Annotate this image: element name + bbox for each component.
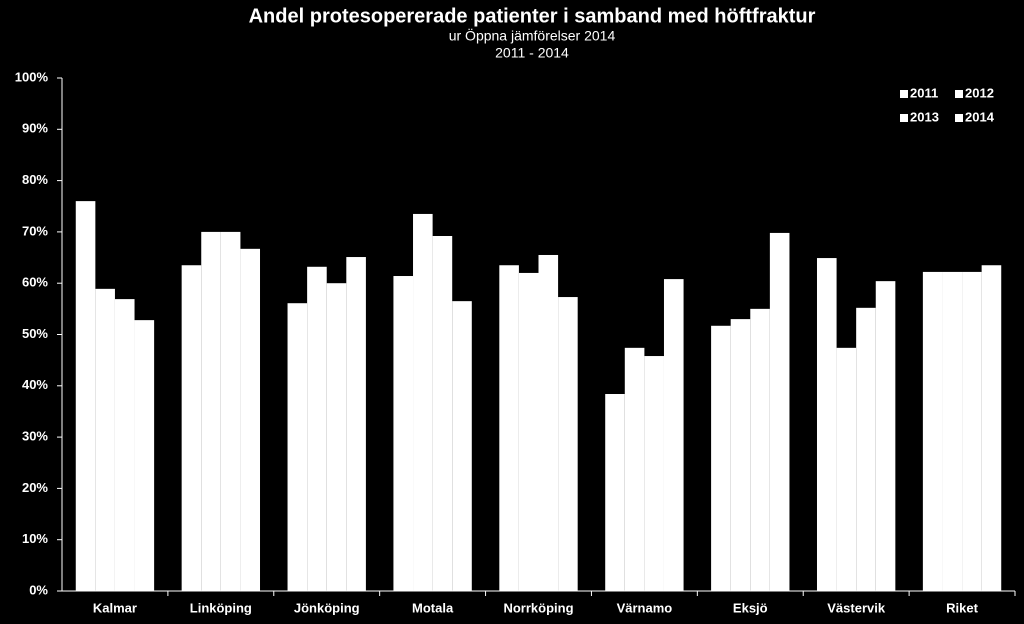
legend-label: 2013: [910, 109, 939, 124]
x-tick-label: Jönköping: [294, 600, 360, 615]
y-tick-label: 80%: [22, 172, 48, 187]
x-tick-label: Norrköping: [503, 600, 573, 615]
x-tick-label: Motala: [412, 600, 454, 615]
bar: [201, 231, 221, 591]
bar: [624, 347, 645, 591]
bar: [75, 201, 96, 591]
y-tick-label: 20%: [22, 480, 48, 495]
x-tick-label: Riket: [946, 600, 978, 615]
bar: [518, 272, 539, 591]
legend-label: 2012: [965, 85, 994, 100]
x-tick-label: Linköping: [190, 600, 252, 615]
bar: [287, 303, 308, 591]
bar: [981, 265, 1002, 591]
bar: [538, 254, 559, 592]
chart-subtitle: ur Öppna jämförelser 2014: [449, 27, 616, 44]
bar: [816, 258, 837, 591]
y-tick-label: 90%: [22, 121, 48, 136]
bar: [558, 297, 578, 591]
bar: [240, 248, 261, 592]
chart-title: Andel protesopererade patienter i samban…: [249, 5, 816, 27]
y-tick-label: 70%: [22, 223, 48, 238]
bar: [326, 283, 347, 591]
bar: [663, 279, 684, 591]
bar: [711, 325, 731, 591]
legend-swatch: [955, 90, 963, 98]
bar: [836, 347, 857, 591]
y-tick-label: 30%: [22, 429, 48, 444]
bar: [452, 301, 472, 591]
x-tick-label: Kalmar: [93, 600, 137, 615]
y-tick-label: 60%: [22, 275, 48, 290]
bar: [393, 276, 414, 591]
bar: [962, 271, 982, 591]
bar: [730, 319, 751, 591]
bar: [942, 271, 963, 591]
legend-label: 2014: [965, 109, 995, 124]
bar: [346, 257, 366, 591]
bar: [769, 232, 790, 591]
bar: [875, 281, 896, 591]
y-tick-label: 0%: [29, 582, 48, 597]
bar: [134, 320, 155, 591]
y-tick-label: 50%: [22, 326, 48, 341]
bar: [644, 356, 664, 591]
bar: [95, 288, 115, 591]
bar: [220, 231, 241, 591]
bar: [750, 308, 770, 591]
x-tick-label: Västervik: [827, 600, 886, 615]
bar: [413, 213, 433, 591]
bar: [307, 266, 327, 591]
chart-subtitle: 2011 - 2014: [495, 45, 569, 61]
bar: [856, 307, 876, 591]
x-tick-label: Värnamo: [617, 600, 673, 615]
legend-swatch: [900, 114, 908, 122]
legend-label: 2011: [910, 85, 938, 100]
legend-swatch: [900, 90, 908, 98]
y-tick-label: 40%: [22, 377, 48, 392]
y-tick-label: 10%: [22, 531, 48, 546]
y-tick-label: 100%: [15, 69, 49, 84]
bar: [432, 236, 453, 591]
bar: [499, 265, 519, 591]
legend-swatch: [955, 114, 963, 122]
bar: [605, 394, 625, 591]
bar: [181, 265, 202, 591]
bar: [114, 299, 135, 591]
bar: [922, 271, 943, 591]
x-tick-label: Eksjö: [733, 600, 768, 615]
